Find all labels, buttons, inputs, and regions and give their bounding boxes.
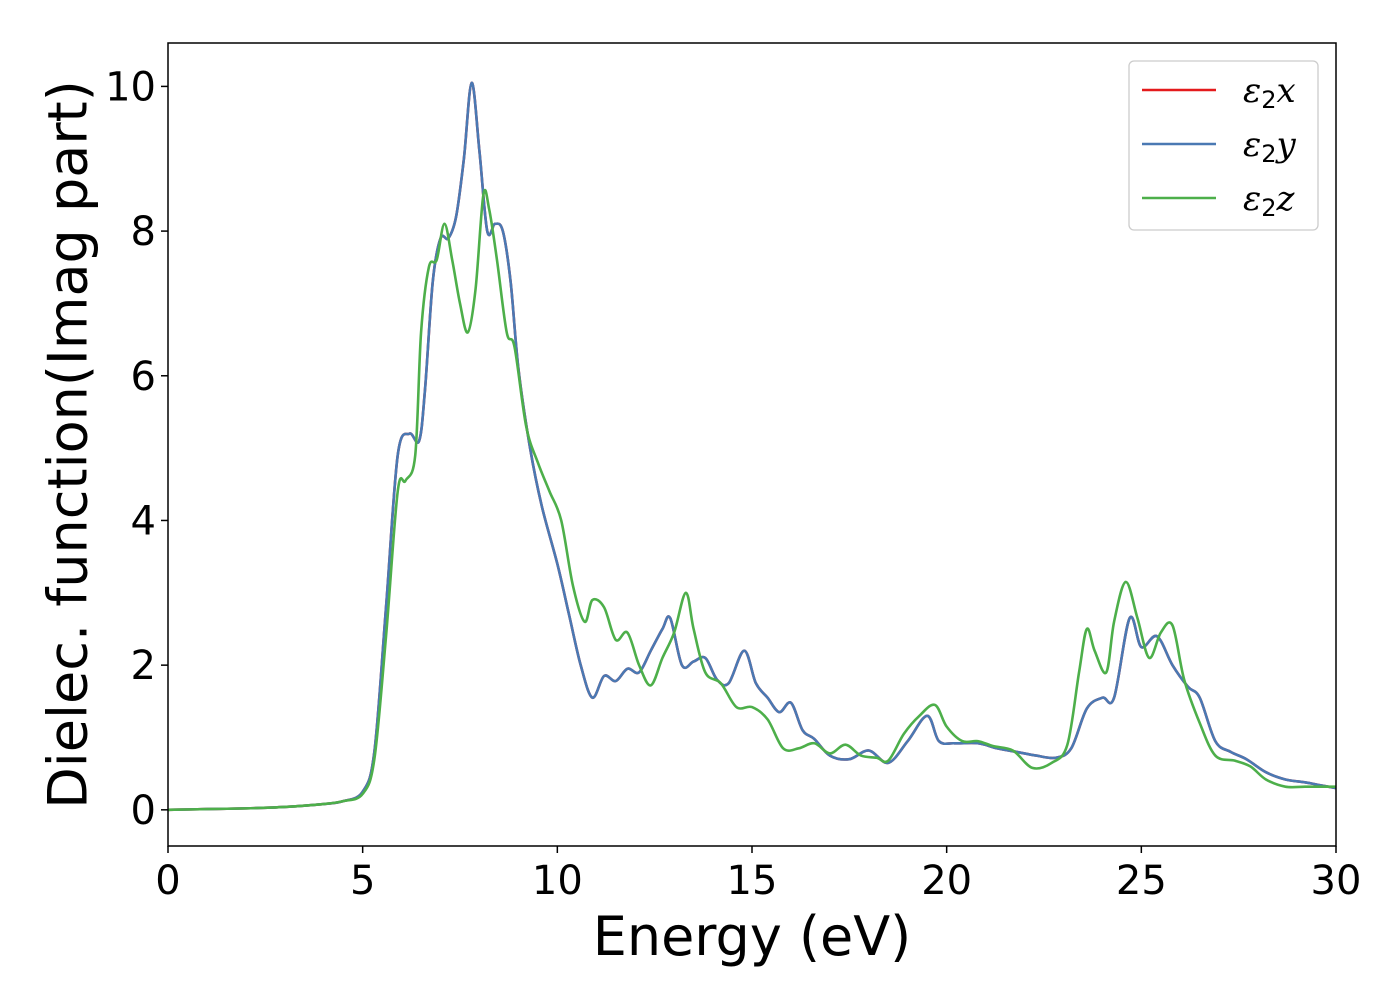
series-layer bbox=[167, 81, 1337, 812]
y-tick-label: 2 bbox=[131, 643, 156, 689]
series-line-y bbox=[167, 81, 1337, 812]
x-tick-label: 0 bbox=[155, 858, 180, 904]
x-tick-label: 30 bbox=[1311, 858, 1362, 904]
legend-label-z: ε2z bbox=[1243, 179, 1296, 222]
y-tick-label: 8 bbox=[131, 209, 156, 255]
x-tick-label: 10 bbox=[532, 858, 583, 904]
x-tick-label: 5 bbox=[350, 858, 375, 904]
x-tick-label: 25 bbox=[1116, 858, 1167, 904]
x-axis: 0 5 10 15 20 25 30 bbox=[155, 846, 1361, 904]
y-tick-label: 10 bbox=[105, 64, 156, 110]
x-tick-label: 20 bbox=[921, 858, 972, 904]
series-line-z bbox=[167, 188, 1336, 812]
y-tick-label: 0 bbox=[131, 788, 156, 834]
legend-label-x: ε2x bbox=[1243, 71, 1296, 114]
legend-box bbox=[1128, 60, 1319, 231]
x-tick-label: 15 bbox=[727, 858, 778, 904]
y-tick-label: 4 bbox=[131, 498, 156, 544]
legend-label-y: ε2y bbox=[1243, 125, 1297, 168]
x-axis-title: Energy (eV) bbox=[593, 905, 912, 968]
y-axis: 0 2 4 6 8 10 bbox=[105, 64, 168, 834]
legend: ε2x ε2y ε2z bbox=[1128, 60, 1319, 231]
y-tick-label: 6 bbox=[131, 354, 156, 400]
y-axis-title: Dielec. function(Imag part) bbox=[37, 80, 100, 809]
